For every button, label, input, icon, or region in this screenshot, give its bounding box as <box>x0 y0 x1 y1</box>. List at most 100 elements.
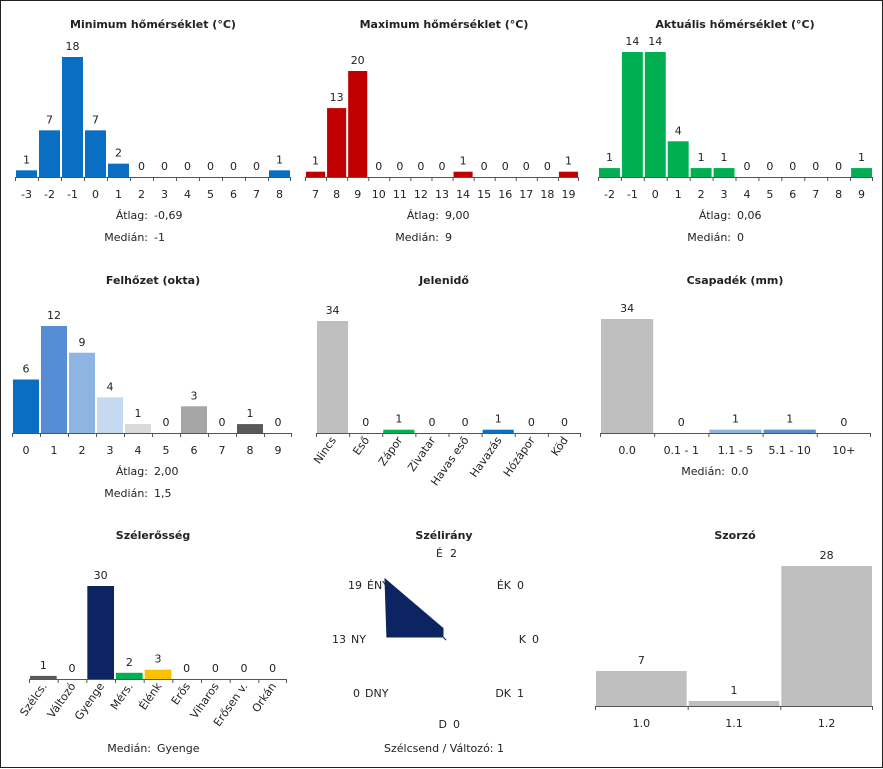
wind-dir-label: DNY <box>365 687 389 700</box>
min-temp-category-label: 0 <box>92 188 99 201</box>
cur-temp-bar <box>690 168 712 177</box>
wind-dir-value: 13 <box>332 633 346 646</box>
wind-dir-footer: Szélcsend / Változó: 1 <box>384 742 504 755</box>
cur-temp-bar <box>621 52 643 177</box>
min-temp-median-label: Medián: <box>104 231 148 244</box>
precip-median-value: 0.0 <box>731 465 749 478</box>
precip-title: Csapadék (mm) <box>687 274 784 287</box>
precip-value-label: 1 <box>786 413 793 426</box>
wind-strength-category-label: Mérs. <box>108 680 136 712</box>
multiplier-value-label: 7 <box>638 654 645 667</box>
cloud-value-label: 1 <box>247 407 254 420</box>
max-temp-bar <box>348 71 368 177</box>
multiplier-value-label: 28 <box>820 549 834 562</box>
wind-dir-label: NY <box>351 633 366 646</box>
cloud-title: Felhőzet (okta) <box>106 274 200 287</box>
cur-temp-bar <box>667 141 689 177</box>
precip-value-label: 34 <box>620 302 634 315</box>
min-temp-avg-value: -0,69 <box>154 209 182 222</box>
wind-dir-value: 0 <box>517 579 524 592</box>
cloud-bar <box>97 397 123 433</box>
multiplier-bar <box>596 671 687 706</box>
weather-value-label: 1 <box>495 413 502 426</box>
precip-bar <box>709 429 762 433</box>
weather-value-label: 0 <box>528 416 535 429</box>
precip-category-label: 0.0 <box>618 444 636 457</box>
min-temp-category-label: 1 <box>115 188 122 201</box>
cloud-value-label: 0 <box>219 416 226 429</box>
max-temp-value-label: 0 <box>417 160 424 173</box>
max-temp-category-label: 13 <box>435 188 449 201</box>
cloud-bar <box>181 406 207 433</box>
max-temp-category-label: 7 <box>312 188 319 201</box>
precip-category-label: 0.1 - 1 <box>664 444 699 457</box>
min-temp-category-label: 6 <box>230 188 237 201</box>
min-temp-value-label: 7 <box>46 113 53 126</box>
wind-strength-value-label: 3 <box>155 653 162 666</box>
min-temp-value-label: 2 <box>115 147 122 160</box>
cur-temp-category-label: 4 <box>743 188 750 201</box>
cloud-bar <box>125 424 151 433</box>
cur-temp-category-label: 9 <box>858 188 865 201</box>
wind-strength-bar <box>87 586 114 679</box>
min-temp-value-label: 0 <box>161 160 168 173</box>
min-temp-value-label: 0 <box>207 160 214 173</box>
cloud-median-label: Medián: <box>104 487 148 500</box>
wind-dir-value: 2 <box>450 547 457 560</box>
cur-temp-category-label: -1 <box>627 188 638 201</box>
min-temp-value-label: 0 <box>230 160 237 173</box>
weather-value-label: 34 <box>326 304 340 317</box>
cloud-category-label: 1 <box>51 444 58 457</box>
multiplier-bar <box>688 701 780 706</box>
cloud-bar <box>13 379 39 433</box>
cur-temp-value-label: 1 <box>858 151 865 164</box>
weather-category-label: Eső <box>350 434 372 458</box>
cur-temp-title: Aktuális hőmérséklet (°C) <box>655 18 814 31</box>
cloud-value-label: 9 <box>79 336 86 349</box>
precip-category-label: 10+ <box>832 444 855 457</box>
wind-dir-title: Szélirány <box>415 529 472 542</box>
max-temp-value-label: 13 <box>330 91 344 104</box>
wind-dir-label: ÉK <box>497 579 512 592</box>
cloud-category-label: 0 <box>23 444 30 457</box>
max-temp-category-label: 12 <box>414 188 428 201</box>
cloud-value-label: 1 <box>135 407 142 420</box>
max-temp-avg-label: Átlag: <box>407 209 439 222</box>
multiplier-bar <box>781 566 872 706</box>
cur-temp-value-label: 0 <box>766 160 773 173</box>
weather-title: Jelenidő <box>418 274 469 287</box>
cloud-category-label: 4 <box>135 444 142 457</box>
cur-temp-value-label: 0 <box>789 160 796 173</box>
cur-temp-avg-label: Átlag: <box>699 209 731 222</box>
max-temp-value-label: 0 <box>523 160 530 173</box>
max-temp-category-label: 16 <box>498 188 512 201</box>
weather-category-label: Köd <box>549 434 571 458</box>
cur-temp-value-label: 14 <box>625 35 639 48</box>
min-temp-bar <box>39 130 60 177</box>
cloud-category-label: 6 <box>191 444 198 457</box>
min-temp-category-label: -3 <box>21 188 32 201</box>
max-temp-category-label: 10 <box>372 188 386 201</box>
weather-value-label: 0 <box>428 416 435 429</box>
wind-strength-category-label: Gyenge <box>72 680 107 722</box>
weather-category-label: Havazás <box>467 434 504 480</box>
cloud-value-label: 12 <box>47 309 61 322</box>
max-temp-value-label: 1 <box>460 155 467 168</box>
max-temp-category-label: 18 <box>540 188 554 201</box>
cloud-category-label: 3 <box>107 444 114 457</box>
min-temp-category-label: 4 <box>184 188 191 201</box>
min-temp-value-label: 0 <box>253 160 260 173</box>
cloud-value-label: 3 <box>191 389 198 402</box>
wind-strength-value-label: 0 <box>212 662 219 675</box>
cur-temp-median-value: 0 <box>737 231 744 244</box>
cloud-category-label: 5 <box>163 444 170 457</box>
min-temp-category-label: 7 <box>253 188 260 201</box>
cloud-value-label: 6 <box>23 363 30 376</box>
cloud-avg-label: Átlag: <box>116 465 148 478</box>
precip-category-label: 5.1 - 10 <box>768 444 810 457</box>
wind-dir-label: D <box>439 718 447 731</box>
weather-category-label: Nincs <box>311 434 339 466</box>
precip-category-label: 1.1 - 5 <box>718 444 753 457</box>
